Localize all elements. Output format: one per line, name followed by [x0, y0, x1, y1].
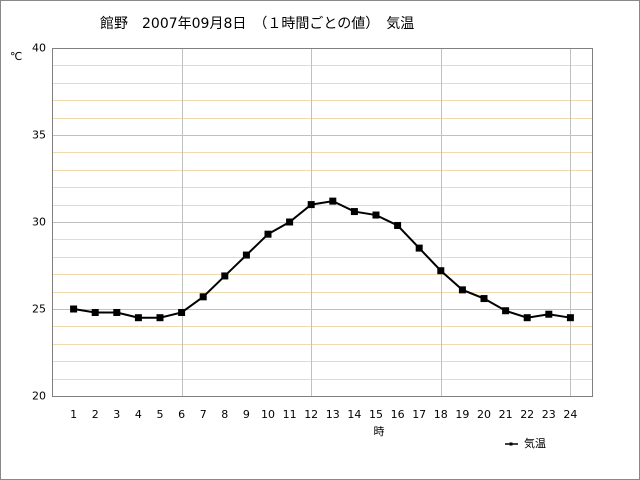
x-tick-label: 16: [391, 408, 405, 421]
line: [73, 200, 571, 319]
marker: [329, 197, 337, 205]
marker: [566, 314, 574, 322]
marker: [113, 308, 121, 316]
x-tick-label: 18: [434, 408, 448, 421]
marker: [480, 295, 488, 303]
x-tick-label: 13: [326, 408, 340, 421]
marker: [437, 267, 445, 275]
marker: [242, 251, 250, 259]
x-tick-label: 8: [221, 408, 228, 421]
x-tick-label: 4: [135, 408, 142, 421]
marker: [545, 310, 553, 318]
x-tick-label: 23: [542, 408, 556, 421]
x-tick-label: 21: [499, 408, 513, 421]
marker: [394, 221, 402, 229]
marker: [156, 314, 164, 322]
x-tick-label: 24: [563, 408, 577, 421]
x-tick-label: 2: [92, 408, 99, 421]
x-tick-label: 11: [283, 408, 297, 421]
plot-border: [52, 48, 593, 397]
y-tick-label: 25: [32, 303, 46, 316]
x-tick-label: 22: [520, 408, 534, 421]
y-tick-label: 35: [32, 129, 46, 142]
marker: [415, 244, 423, 252]
x-tick-label: 10: [261, 408, 275, 421]
marker: [286, 218, 294, 226]
x-tick-label: 15: [369, 408, 383, 421]
x-tick-label: 3: [113, 408, 120, 421]
legend-marker: [509, 442, 513, 446]
marker: [458, 286, 466, 294]
x-tick-label: 5: [157, 408, 164, 421]
marker: [372, 211, 380, 219]
y-tick-label: 40: [32, 42, 46, 55]
x-label: 時: [374, 425, 385, 438]
x-tick-label: 7: [200, 408, 207, 421]
marker: [199, 293, 207, 301]
x-tick-label: 6: [178, 408, 185, 421]
chart-title: 館野 2007年09月8日 （１時間ごとの値） 気温: [100, 15, 414, 32]
marker: [178, 308, 186, 316]
marker: [221, 272, 229, 280]
marker: [350, 208, 358, 216]
marker: [502, 307, 510, 315]
marker: [264, 230, 272, 238]
x-tick-label: 12: [304, 408, 318, 421]
x-tick-label: 19: [455, 408, 469, 421]
marker: [523, 314, 531, 322]
y-unit: ℃: [10, 50, 22, 63]
legend-label: 気温: [524, 436, 546, 450]
x-tick-label: 17: [412, 408, 426, 421]
marker: [134, 314, 142, 322]
x-tick-label: 14: [347, 408, 361, 421]
x-tick-label: 9: [243, 408, 250, 421]
x-tick-label: 1: [70, 408, 77, 421]
y-tick-label: 20: [32, 390, 46, 403]
marker: [70, 305, 78, 313]
marker: [307, 201, 315, 209]
marker: [91, 308, 99, 316]
x-tick-label: 20: [477, 408, 491, 421]
y-tick-label: 30: [32, 216, 46, 229]
